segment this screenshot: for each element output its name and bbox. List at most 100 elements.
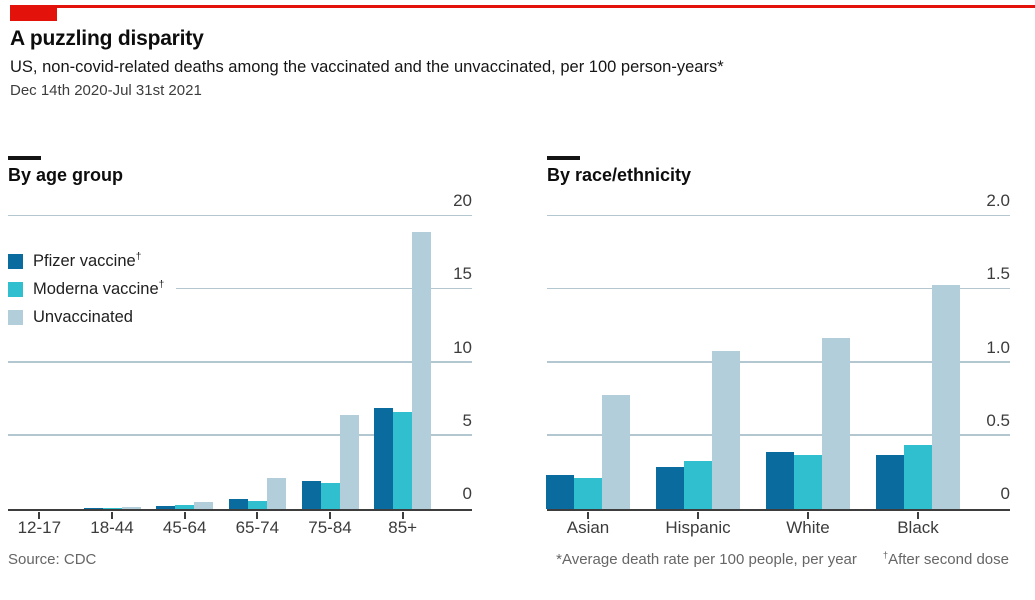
bar-unvaccinated	[822, 337, 850, 509]
bar-unvaccinated	[266, 478, 286, 509]
axis-tick	[38, 512, 41, 519]
y-axis-label: 20	[453, 191, 472, 210]
axis-tick	[111, 512, 113, 519]
bar-moderna	[794, 454, 822, 509]
y-axis-label: 0	[462, 484, 472, 503]
bar-pfizer	[766, 451, 794, 509]
bar-group	[374, 216, 432, 509]
bar-group	[301, 216, 359, 509]
legend-item-moderna: Moderna vaccine†	[8, 275, 177, 303]
bar-moderna	[102, 508, 122, 509]
bar-group	[228, 216, 286, 509]
axis-tick	[587, 512, 589, 519]
bar-moderna	[684, 460, 712, 509]
footnotes: *Average death rate per 100 people, per …	[556, 550, 1009, 568]
bar-moderna	[574, 478, 602, 509]
date-range: Dec 14th 2020-Jul 31st 2021	[10, 82, 202, 99]
unvaccinated-swatch-icon	[8, 309, 23, 325]
category-label: 75-84	[308, 518, 352, 537]
y-axis-label: 0	[1000, 484, 1010, 503]
bar-pfizer	[876, 454, 904, 509]
section-rule	[8, 156, 41, 160]
gridline	[8, 361, 472, 363]
bar-group-75-84: 75-84	[294, 216, 367, 537]
y-axis-label: 1.0	[986, 337, 1010, 357]
bar-moderna	[393, 412, 413, 509]
bar-group	[83, 216, 141, 509]
bar-group-18-44: 18-44	[76, 216, 149, 537]
section-title-age: By age group	[8, 164, 124, 185]
y-axis-label: 15	[453, 264, 472, 284]
bar-unvaccinated	[602, 394, 630, 509]
bar-unvaccinated	[194, 501, 214, 509]
category-label: White	[786, 518, 830, 537]
y-axis-label: 10	[453, 337, 472, 357]
legend-item-unvaccinated: Unvaccinated	[8, 303, 177, 331]
bar-moderna	[247, 500, 267, 509]
footnote-second-dose: †After second dose	[882, 550, 1009, 568]
bar-unvaccinated	[121, 506, 141, 509]
legend-label: Moderna vaccine†	[33, 279, 165, 298]
bar-group-85: 85+	[366, 216, 439, 537]
section-rule	[547, 156, 580, 160]
page-title: A puzzling disparity	[10, 27, 204, 50]
bar-group	[546, 216, 630, 509]
bar-moderna	[904, 444, 932, 509]
category-label: 65-74	[235, 518, 280, 537]
axis-tick	[807, 512, 809, 519]
bar-moderna	[175, 505, 195, 509]
pfizer-swatch-icon	[8, 253, 23, 269]
axis-tick	[917, 512, 919, 519]
gridline	[547, 361, 1010, 363]
axis-tick	[256, 512, 259, 519]
bar-pfizer	[374, 407, 394, 509]
bar-group	[156, 216, 214, 509]
bar-pfizer	[228, 499, 248, 509]
gridline	[547, 287, 1010, 290]
red-tab	[10, 8, 57, 21]
category-label: Black	[897, 518, 939, 537]
bar-unvaccinated	[712, 350, 740, 509]
chart-subtitle: US, non-covid-related deaths among the v…	[10, 58, 724, 76]
axis-tick	[401, 512, 404, 519]
source-note: Source: CDC	[8, 551, 97, 568]
bar-pfizer	[301, 481, 321, 509]
bar-moderna	[320, 482, 340, 509]
bar-group-Hispanic: Hispanic	[643, 216, 753, 537]
axis-tick	[183, 512, 186, 519]
bar-pfizer	[156, 506, 176, 509]
section-header-age: By age group	[8, 156, 123, 186]
bars-row: 12-17 18-44 45-64 65-74 75-84 85+	[3, 216, 439, 537]
bar-unvaccinated	[932, 284, 960, 509]
bar-pfizer	[83, 508, 103, 509]
y-axis-label: 0.5	[986, 410, 1010, 430]
section-title-race: By race/ethnicity	[547, 164, 692, 185]
bar-group	[656, 216, 740, 509]
top-accent-rule	[10, 5, 1035, 8]
bar-pfizer	[656, 466, 684, 509]
y-axis-label: 1.5	[986, 264, 1010, 284]
legend-label: Unvaccinated	[33, 307, 133, 326]
legend-label: Pfizer vaccine†	[33, 251, 142, 270]
axis-tick	[329, 512, 332, 519]
bar-group-45-64: 45-64	[148, 216, 221, 537]
bar-group-White: White	[753, 216, 863, 537]
bar-group-Black: Black	[863, 216, 973, 537]
category-label: 45-64	[162, 518, 207, 537]
race-ethnicity-chart: 0 0.5 1.0 1.5 2.0 Asian Hispanic White Black	[546, 191, 1010, 537]
bar-group	[766, 216, 850, 509]
category-label: 18-44	[90, 518, 134, 537]
category-label: 12-17	[17, 518, 62, 537]
bar-unvaccinated	[339, 415, 359, 509]
gridline	[547, 214, 1010, 216]
section-header-race: By race/ethnicity	[547, 156, 691, 186]
moderna-swatch-icon	[8, 281, 23, 297]
chart-legend: Pfizer vaccine† Moderna vaccine† Unvacci…	[8, 247, 177, 331]
bar-group-12-17: 12-17	[3, 216, 76, 537]
bar-pfizer	[546, 475, 574, 509]
bar-unvaccinated	[412, 232, 432, 509]
category-label: Hispanic	[665, 518, 731, 537]
category-label: 85+	[388, 518, 418, 537]
y-axis-label: 2.0	[986, 191, 1010, 210]
